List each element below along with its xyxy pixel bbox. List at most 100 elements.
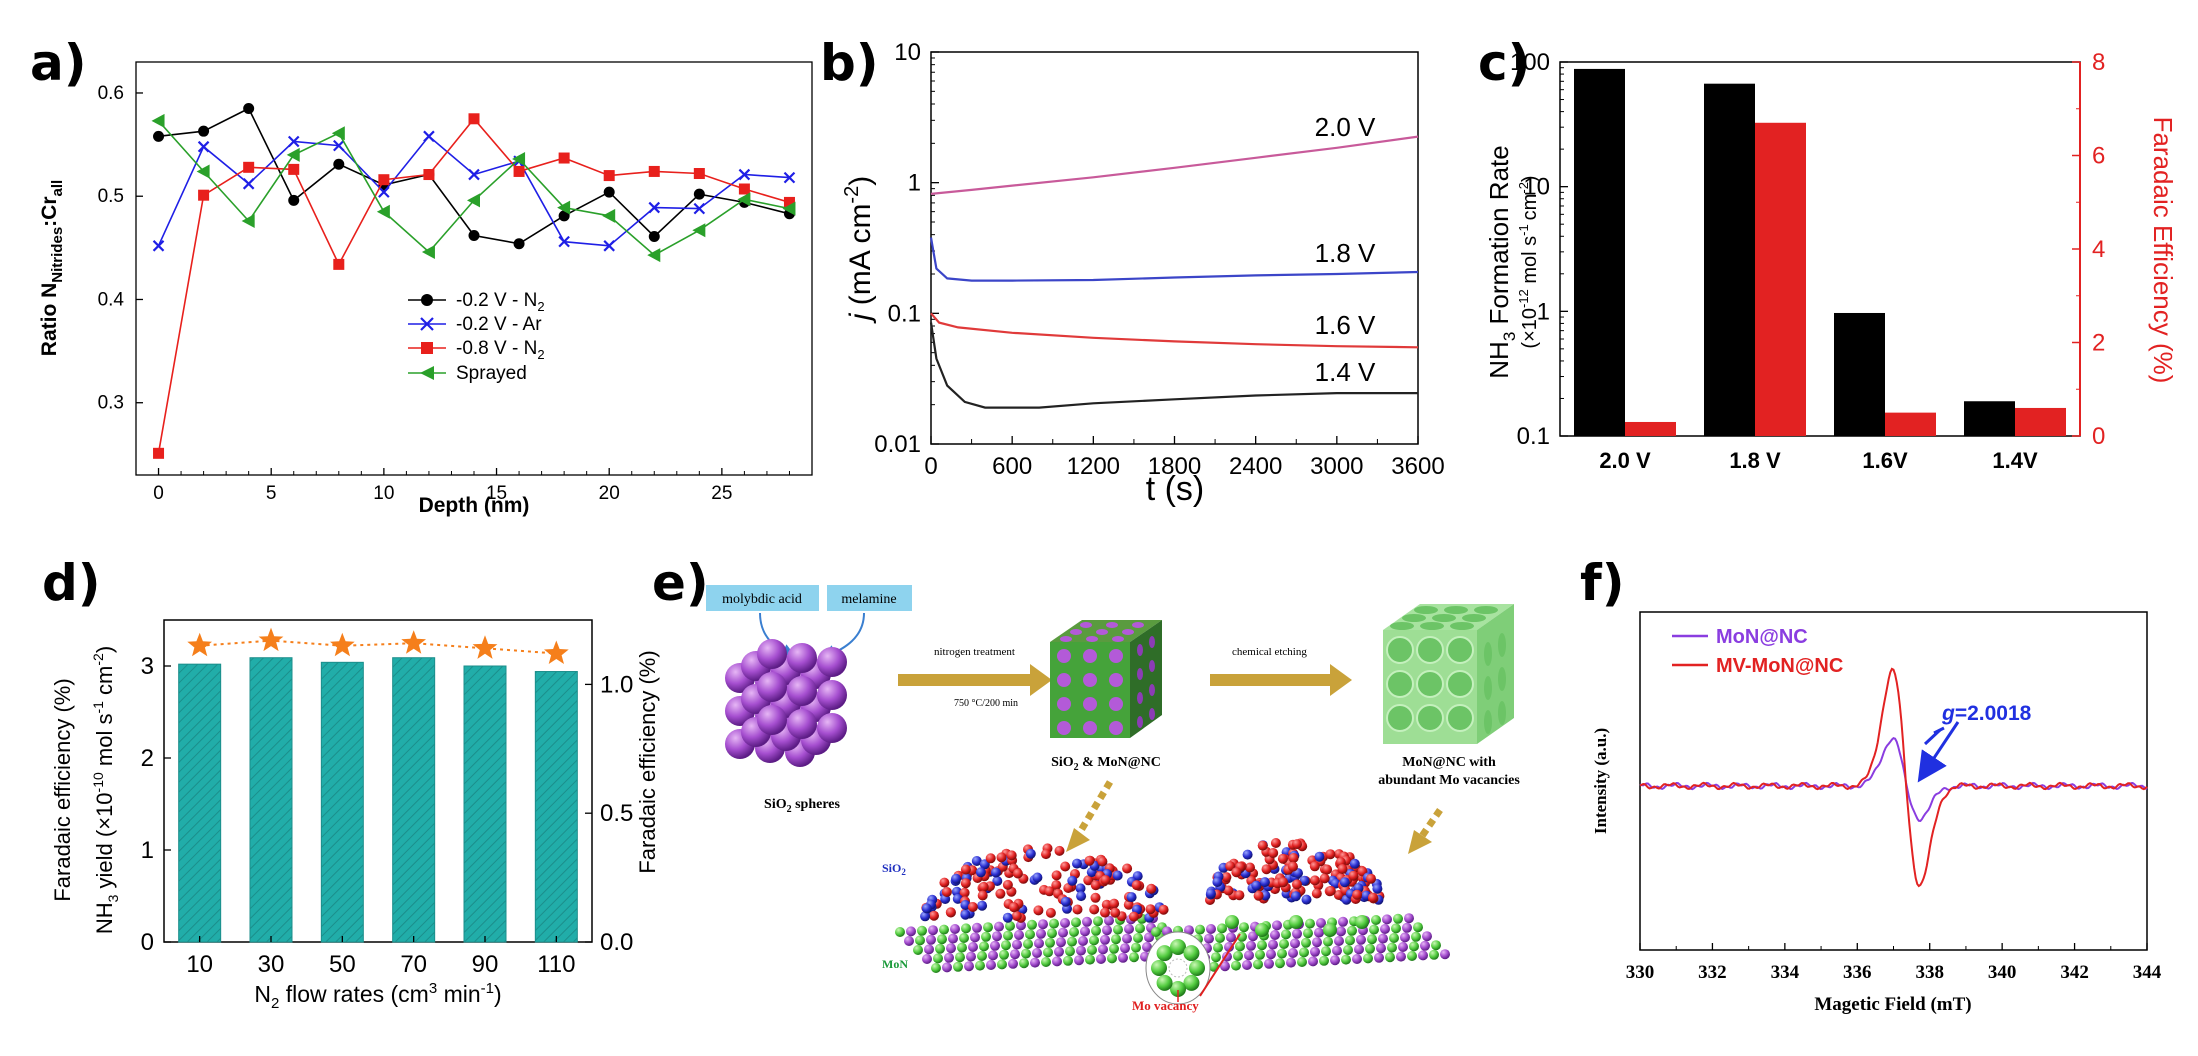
panel-label-e: e) bbox=[652, 554, 709, 612]
mon-atom bbox=[939, 925, 949, 935]
sio2-atom bbox=[977, 901, 987, 911]
x-tick-label: 338 bbox=[1915, 962, 1944, 983]
chart-f-legend: MoN@NC MV-MoN@NC bbox=[1672, 626, 1843, 677]
epr-line-0 bbox=[1640, 738, 2147, 821]
pore bbox=[1498, 667, 1506, 691]
data-point bbox=[469, 170, 479, 180]
sio2-atom bbox=[1231, 867, 1241, 877]
mon-atom bbox=[1100, 935, 1110, 945]
mon-atom bbox=[1080, 926, 1090, 936]
sio2-atom bbox=[922, 903, 932, 913]
released-mo-atom bbox=[1289, 915, 1303, 929]
fe-star-marker bbox=[187, 633, 212, 657]
mon-dot bbox=[1057, 697, 1071, 711]
data-point bbox=[604, 187, 615, 198]
mon-atom bbox=[1391, 923, 1401, 933]
data-point bbox=[244, 179, 254, 189]
mon-atom bbox=[1032, 948, 1042, 958]
mon-atom bbox=[970, 932, 980, 942]
chart-b-xlabel: t (s) bbox=[1146, 470, 1205, 508]
pore bbox=[1447, 705, 1473, 731]
data-point bbox=[152, 114, 165, 128]
mon-atom bbox=[1027, 920, 1037, 930]
y-tick-label: 0.3 bbox=[98, 393, 124, 414]
sio2-atom bbox=[1012, 911, 1022, 921]
sio2-atom bbox=[991, 868, 1001, 878]
x-tick-label: 2400 bbox=[1229, 453, 1282, 480]
x-tick-label: 50 bbox=[329, 951, 356, 978]
mon-atom bbox=[906, 926, 916, 936]
mon-dot bbox=[1109, 673, 1123, 687]
mon-atom bbox=[1102, 925, 1112, 935]
x-tick-label: 30 bbox=[258, 951, 285, 978]
data-point bbox=[514, 238, 525, 249]
legend-label: -0.2 V - N2 bbox=[456, 290, 545, 314]
bar-formation-rate bbox=[1574, 69, 1625, 436]
x-tick-label: 1.6V bbox=[1862, 448, 1908, 473]
porous-mon-nc-cube bbox=[1383, 604, 1514, 744]
mon-atom bbox=[1418, 950, 1428, 960]
mon-atom bbox=[1440, 949, 1450, 959]
mon-atom bbox=[1049, 919, 1059, 929]
panel-label-f: f) bbox=[1580, 554, 1625, 612]
x-tick-label: 1200 bbox=[1067, 453, 1120, 480]
mon-atom bbox=[1235, 941, 1245, 951]
y2-tick-label: 0.5 bbox=[600, 800, 633, 827]
sio2-mon-nc-cube bbox=[1050, 620, 1162, 738]
dashed-arrow-left bbox=[1080, 782, 1110, 832]
chart-f-xlabel: Magetic Field (mT) bbox=[1814, 994, 1971, 1015]
sio2-atom bbox=[1055, 846, 1065, 856]
sio2-atom bbox=[929, 911, 939, 921]
mon-atom bbox=[1074, 955, 1084, 965]
x-tick-label: 2.0 V bbox=[1599, 448, 1651, 473]
mon-atom bbox=[961, 923, 971, 933]
legend-label: -0.8 V - N2 bbox=[456, 338, 545, 362]
data-point bbox=[333, 259, 344, 270]
sio2-atom bbox=[1100, 908, 1110, 918]
mon-atom bbox=[1045, 938, 1055, 948]
vacancy-ring-atom bbox=[1189, 960, 1205, 976]
mon-atom bbox=[992, 931, 1002, 941]
sio2-atom bbox=[1289, 853, 1299, 863]
data-point bbox=[198, 190, 209, 201]
sio2-atom bbox=[1033, 905, 1043, 915]
x-tick-label: 0 bbox=[153, 483, 164, 504]
sio2-atom bbox=[1326, 886, 1336, 896]
mon-atom bbox=[1124, 924, 1134, 934]
mon-atom bbox=[913, 945, 923, 955]
sio2-atom bbox=[951, 874, 961, 884]
data-point bbox=[332, 126, 345, 140]
sio2-atom bbox=[1041, 849, 1051, 859]
mon-atom bbox=[1109, 944, 1119, 954]
porous-label-2: abundant Mo vacancies bbox=[1378, 773, 1520, 788]
sio2-atom bbox=[1113, 871, 1123, 881]
mon-atom bbox=[1233, 951, 1243, 961]
sio2-atom bbox=[1338, 864, 1348, 874]
mon-atom bbox=[1231, 961, 1241, 971]
chart-f: 330 332 334 336 338 340 342 344 Magetic Field (… bbox=[1591, 612, 2162, 1015]
mon-atom bbox=[1279, 939, 1289, 949]
mon-atom bbox=[986, 960, 996, 970]
mon-atom bbox=[1151, 927, 1161, 937]
mon-atom bbox=[1393, 914, 1403, 924]
mon-atom bbox=[1204, 934, 1214, 944]
mon-atom bbox=[1369, 925, 1379, 935]
data-point bbox=[198, 126, 209, 137]
chart-d-xlabel: N2 flow rates (cm3 min-1) bbox=[254, 980, 501, 1012]
legend-item-n2-08: -0.8 V - N2 bbox=[408, 338, 545, 362]
sio2-atom bbox=[1322, 865, 1332, 875]
mon-atom bbox=[1402, 923, 1412, 933]
mon-atom bbox=[933, 953, 943, 963]
mon-atom bbox=[1054, 947, 1064, 957]
pore bbox=[1420, 622, 1444, 630]
mon-atom bbox=[935, 944, 945, 954]
mon-atom bbox=[1089, 935, 1099, 945]
mon-atom bbox=[1014, 930, 1024, 940]
bar-nh3-yield bbox=[535, 672, 577, 942]
sio2-atom bbox=[1146, 904, 1156, 914]
mon-dot bbox=[1122, 629, 1134, 635]
chart-c: 0.111010002468 2.0 V 1.8 V 1.6V 1.4V NH3 Fo… bbox=[1484, 49, 2178, 473]
y-tick-label: 1 bbox=[908, 170, 921, 197]
mon-dot bbox=[1096, 629, 1108, 635]
y-tick-label: 0.1 bbox=[1517, 423, 1550, 450]
